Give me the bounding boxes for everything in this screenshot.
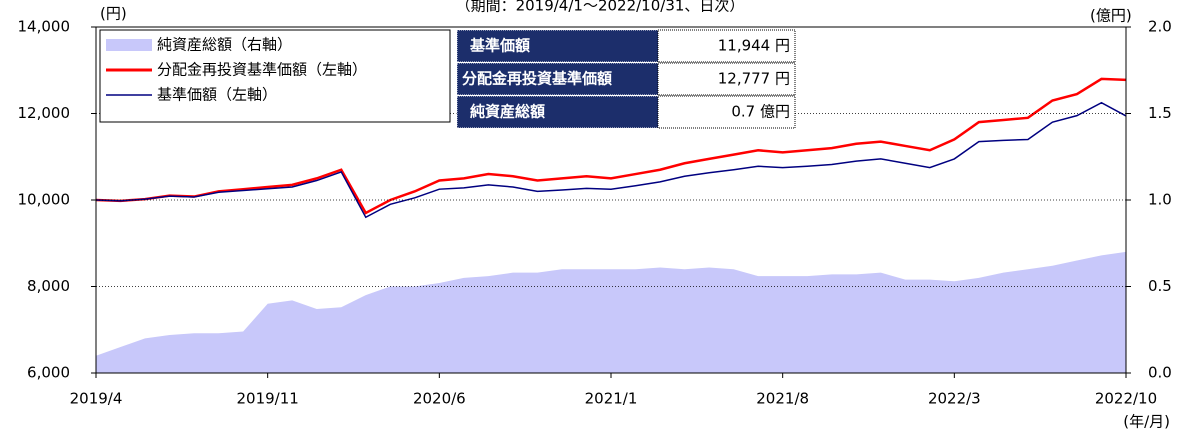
- y2-tick-label: 2.0: [1148, 18, 1172, 36]
- info-label: 分配金再投資基準価額: [462, 70, 612, 88]
- y-tick-label: 12,000: [18, 104, 71, 122]
- info-label-cell: [456, 95, 659, 129]
- x-tick-label: 2019/4: [70, 390, 123, 408]
- y2-tick-label: 0.5: [1148, 277, 1172, 295]
- info-value-cell: [657, 29, 796, 63]
- y2-tick-label: 0.0: [1148, 364, 1172, 382]
- x-tick-label: 2021/8: [756, 390, 809, 408]
- y-tick-label: 6,000: [27, 364, 70, 382]
- legend-label: 分配金再投資基準価額（左軸）: [157, 61, 367, 79]
- info-label-cell: [456, 62, 659, 96]
- legend-label: 基準価額（左軸）: [157, 86, 277, 104]
- y2-unit: (億円): [1090, 7, 1132, 25]
- x-tick-label: 2021/1: [585, 390, 638, 408]
- x-tick-label: 2020/6: [413, 390, 466, 408]
- y-tick-label: 8,000: [27, 277, 70, 295]
- y-tick-label: 10,000: [18, 191, 71, 209]
- info-value-cell: [657, 95, 796, 129]
- y2-tick-label: 1.0: [1148, 191, 1172, 209]
- y-tick-label: 14,000: [18, 18, 71, 36]
- legend-swatch: [106, 39, 152, 51]
- info-value: 11,944 円: [718, 37, 790, 55]
- x-tick-label: 2019/11: [237, 390, 299, 408]
- info-value: 12,777 円: [718, 70, 790, 88]
- info-label: 純資産総額: [470, 103, 545, 121]
- legend-box: [99, 29, 451, 123]
- info-value-cell: [657, 62, 796, 96]
- info-label-cell: [456, 29, 659, 63]
- y2-tick-label: 1.5: [1148, 104, 1172, 122]
- x-tick-label: 2022/3: [928, 390, 981, 408]
- y-unit: (円): [100, 5, 127, 23]
- x-tick-label: 2022/10: [1095, 390, 1157, 408]
- plot-frame: [95, 26, 1127, 374]
- area: [96, 251, 1126, 373]
- line: [95, 101, 1127, 219]
- info-label: 基準価額: [469, 37, 530, 55]
- x-unit: (年/月): [1123, 413, 1170, 431]
- subtitle: （期間：2019/4/1～2022/10/31、日次）: [456, 0, 745, 15]
- legend-label: 純資産総額（右軸）: [157, 36, 292, 54]
- info-value: 0.7 億円: [731, 103, 790, 121]
- line: [95, 77, 1127, 215]
